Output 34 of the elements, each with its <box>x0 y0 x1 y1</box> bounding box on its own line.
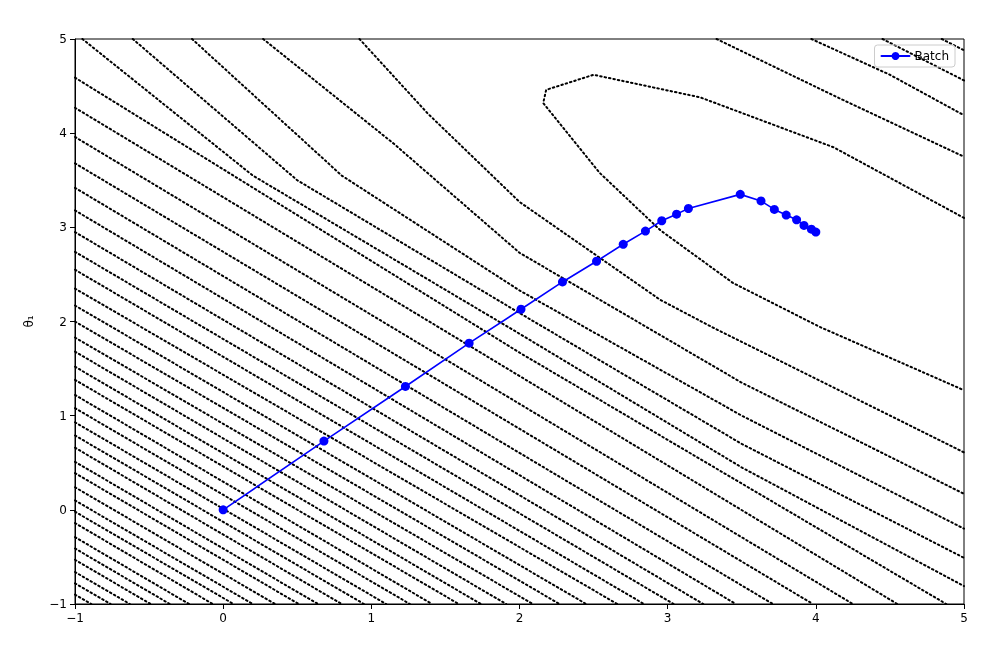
point <box>218 505 228 515</box>
point <box>672 209 682 219</box>
y-tick-label: 1 <box>59 408 67 423</box>
x-tick-label: 3 <box>663 611 672 625</box>
legend-label: Batch <box>914 49 950 63</box>
y-tick-label: 3 <box>59 220 67 235</box>
point <box>516 304 526 314</box>
y-tick-label: 2 <box>59 314 67 329</box>
point <box>464 338 474 348</box>
x-tick-label: 4 <box>812 611 820 625</box>
point <box>640 226 650 236</box>
point <box>756 196 766 206</box>
x-tick-label: 2 <box>515 611 524 625</box>
point <box>657 216 667 226</box>
y-axis-title: θ₁ <box>22 315 36 328</box>
point <box>592 256 602 266</box>
y-tick-label: 0 <box>59 502 67 517</box>
point <box>319 436 329 446</box>
x-tick-label: 1 <box>367 611 376 625</box>
point <box>618 239 628 249</box>
point <box>811 227 821 237</box>
x-tick-label: 0 <box>219 611 227 625</box>
y-tick-label: 5 <box>59 32 67 46</box>
point <box>769 204 779 214</box>
point <box>792 215 802 225</box>
point <box>557 277 567 287</box>
point <box>683 204 693 213</box>
point <box>799 220 809 230</box>
x-tick-label: 5 <box>960 611 968 625</box>
point <box>735 189 745 199</box>
y-tick-label: −1 <box>49 597 67 611</box>
point <box>400 381 410 391</box>
y-tick-label: 4 <box>59 126 67 141</box>
point <box>781 210 791 220</box>
